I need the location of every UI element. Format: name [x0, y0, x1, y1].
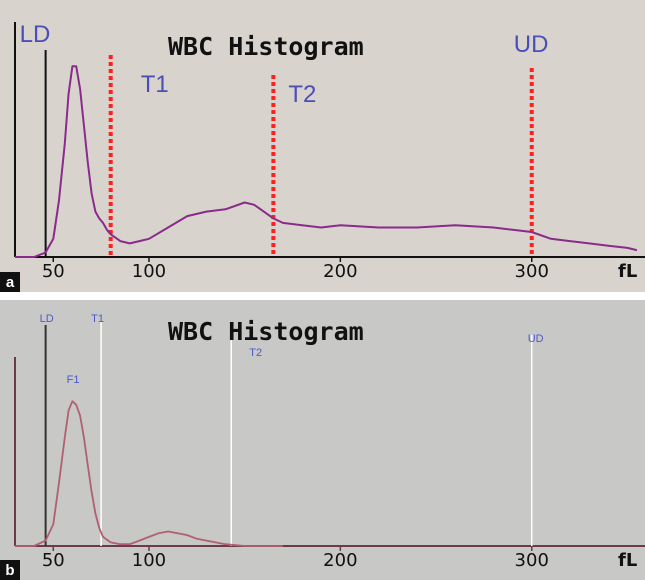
marker-label-t2: T2: [288, 81, 316, 108]
marker-label-t1: T1: [141, 71, 169, 98]
marker-label-ld: LD: [40, 313, 54, 325]
x-tick-label: 200: [323, 550, 357, 571]
marker-label-t2: T2: [249, 347, 262, 359]
marker-label-t1: T1: [91, 313, 104, 325]
peak-label: F1: [67, 374, 80, 386]
wbc-histogram-chart-a: LD T1 T2 UD WBC Histogram 50 100 200 300 fL: [14, 21, 645, 282]
x-tick-label: 100: [132, 550, 166, 571]
x-tick-label: 200: [323, 261, 357, 282]
x-tick-label: 300: [515, 261, 549, 282]
histogram-panel-b: LD T1 T2 UD WBC Histogram F1 50 100 200 300 fL b: [0, 300, 645, 580]
chart-title: WBC Histogram: [168, 317, 364, 346]
panel-label-b: b: [0, 560, 20, 580]
wbc-histogram-chart-b: LD T1 T2 UD WBC Histogram F1 50 100 200 300 fL: [14, 313, 645, 571]
panel-label-a: a: [0, 272, 20, 292]
marker-label-ld: LD: [20, 21, 51, 48]
x-unit-label: fL: [618, 261, 637, 282]
x-tick-label: 50: [42, 550, 65, 571]
marker-label-ud: UD: [528, 333, 544, 345]
chart-title: WBC Histogram: [168, 32, 364, 61]
histogram-curve: [15, 400, 283, 547]
x-tick-label: 300: [515, 550, 549, 571]
marker-label-ud: UD: [514, 31, 549, 58]
x-tick-label: 50: [42, 261, 65, 282]
histogram-panel-a: LD T1 T2 UD WBC Histogram 50 100 200 300 fL a: [0, 0, 645, 292]
x-unit-label: fL: [618, 550, 637, 571]
x-tick-label: 100: [132, 261, 166, 282]
histogram-curve: [15, 65, 638, 258]
